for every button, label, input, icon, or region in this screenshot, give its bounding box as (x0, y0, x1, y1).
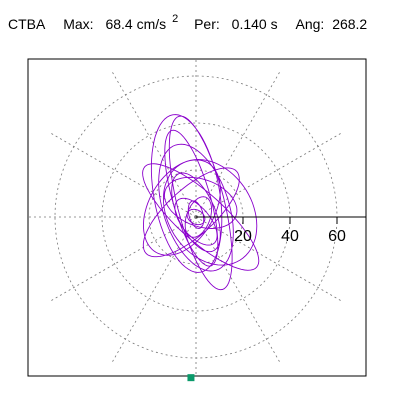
grid-spoke-300 (195, 216, 281, 364)
motion-trace (142, 114, 260, 291)
radial-tick-label: 40 (281, 228, 299, 245)
period-label: Per: (194, 16, 220, 32)
max-label: Max: (63, 16, 94, 32)
radial-axis (196, 216, 366, 224)
grid-spoke-60 (195, 70, 281, 218)
grid-spoke-210 (49, 216, 197, 302)
angle-value: 268.2 (332, 16, 368, 32)
trace-path (142, 114, 260, 291)
max-value: 68.4 cm/s (105, 16, 167, 32)
grid-spoke-120 (111, 70, 197, 218)
grid-spoke-150 (49, 132, 197, 218)
station-code: CTBA (8, 16, 46, 32)
grid-spoke-330 (195, 216, 343, 302)
radial-tick-label: 20 (234, 228, 252, 245)
max-unit-superscript: 2 (172, 13, 179, 25)
grid-spoke-30 (195, 132, 343, 218)
peak-marker (187, 374, 195, 382)
angle-label: Ang: (295, 16, 325, 32)
peak-marker-layer (187, 374, 195, 382)
radial-tick-labels: 20 40 60 (234, 228, 346, 245)
radial-tick-label: 60 (328, 228, 346, 245)
chart-header: CTBA Max: 68.4 cm/s 2 Per: 0.140 s Ang: … (8, 13, 368, 32)
period-value: 0.140 s (231, 16, 278, 32)
grid-spoke-240 (111, 216, 197, 364)
